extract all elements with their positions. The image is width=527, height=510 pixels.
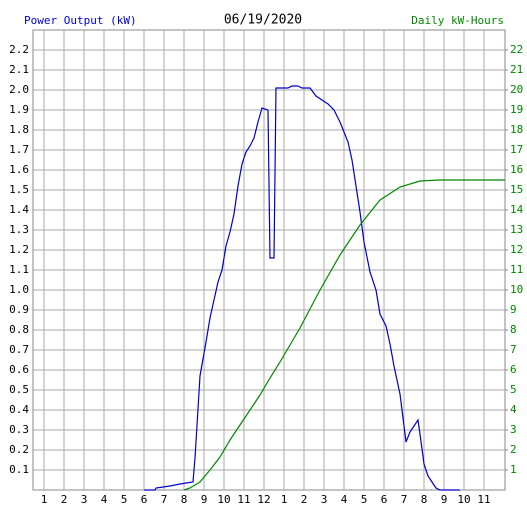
y-tick-label: 1.5 [9, 183, 29, 196]
x-tick-label: 7 [161, 493, 168, 506]
x-tick-label: 7 [401, 493, 408, 506]
x-tick-label: 8 [421, 493, 428, 506]
y-tick-label: 0.8 [9, 323, 29, 336]
y2-tick-label: 5 [510, 383, 517, 396]
y2-tick-label: 18 [510, 123, 523, 136]
y-tick-label: 1.1 [9, 263, 29, 276]
y2-tick-label: 4 [510, 403, 517, 416]
x-tick-label: 3 [321, 493, 328, 506]
x-tick-label: 2 [301, 493, 308, 506]
y-tick-label: 1.7 [9, 143, 29, 156]
y2-tick-label: 3 [510, 423, 517, 436]
x-tick-label: 1 [281, 493, 288, 506]
x-tick-label: 4 [101, 493, 108, 506]
y-tick-label: 2.1 [9, 63, 29, 76]
x-tick-label: 3 [81, 493, 88, 506]
y-tick-label: 0.5 [9, 383, 29, 396]
x-tick-label: 10 [457, 493, 470, 506]
y-tick-label: 0.7 [9, 343, 29, 356]
y2-tick-label: 20 [510, 83, 523, 96]
x-tick-label: 8 [181, 493, 188, 506]
y2-tick-label: 9 [510, 303, 517, 316]
y-tick-label: 0.1 [9, 463, 29, 476]
x-tick-label: 9 [441, 493, 448, 506]
y2-tick-label: 14 [510, 203, 524, 216]
y-tick-label: 1.4 [9, 203, 29, 216]
y-axis-label: Power Output (kW) [24, 14, 137, 27]
x-tick-label: 11 [237, 493, 250, 506]
x-tick-label: 4 [341, 493, 348, 506]
y-tick-label: 1.9 [9, 103, 29, 116]
y2-tick-label: 17 [510, 143, 523, 156]
y-tick-label: 1.3 [9, 223, 29, 236]
y-tick-label: 2.0 [9, 83, 29, 96]
y2-tick-label: 2 [510, 443, 517, 456]
y-tick-label: 0.4 [9, 403, 29, 416]
x-tick-label: 6 [141, 493, 148, 506]
x-tick-label: 5 [121, 493, 128, 506]
x-tick-label: 10 [217, 493, 230, 506]
y2-tick-label: 1 [510, 463, 517, 476]
y-tick-label: 1.8 [9, 123, 29, 136]
data-line [144, 85, 460, 491]
y2-tick-label: 12 [510, 243, 523, 256]
y2-tick-label: 19 [510, 103, 523, 116]
y-tick-label: 0.6 [9, 363, 29, 376]
y-tick-label: 1.0 [9, 283, 29, 296]
y2-tick-label: 6 [510, 363, 517, 376]
chart-title: 06/19/2020 [224, 13, 302, 28]
y2-axis-label: Daily kW-Hours [411, 14, 504, 27]
plot-area [32, 29, 506, 491]
y2-tick-label: 10 [510, 283, 523, 296]
y-tick-label: 0.3 [9, 423, 29, 436]
x-tick-label: 9 [201, 493, 208, 506]
y2-tick-label: 15 [510, 183, 523, 196]
x-tick-label: 11 [477, 493, 490, 506]
x-tick-label: 12 [257, 493, 270, 506]
y2-tick-label: 16 [510, 163, 523, 176]
y2-tick-label: 22 [510, 43, 523, 56]
y-tick-label: 0.2 [9, 443, 29, 456]
y-tick-label: 1.6 [9, 163, 29, 176]
data-line [183, 179, 505, 491]
y2-tick-label: 21 [510, 63, 523, 76]
x-tick-label: 1 [41, 493, 48, 506]
y-tick-label: 0.9 [9, 303, 29, 316]
y2-tick-label: 7 [510, 343, 517, 356]
y-tick-label: 1.2 [9, 243, 29, 256]
y2-tick-label: 13 [510, 223, 523, 236]
x-tick-label: 5 [361, 493, 368, 506]
x-tick-label: 2 [61, 493, 68, 506]
y-tick-label: 2.2 [9, 43, 29, 56]
y2-tick-label: 11 [510, 263, 523, 276]
x-tick-label: 6 [381, 493, 388, 506]
y2-tick-label: 8 [510, 323, 517, 336]
